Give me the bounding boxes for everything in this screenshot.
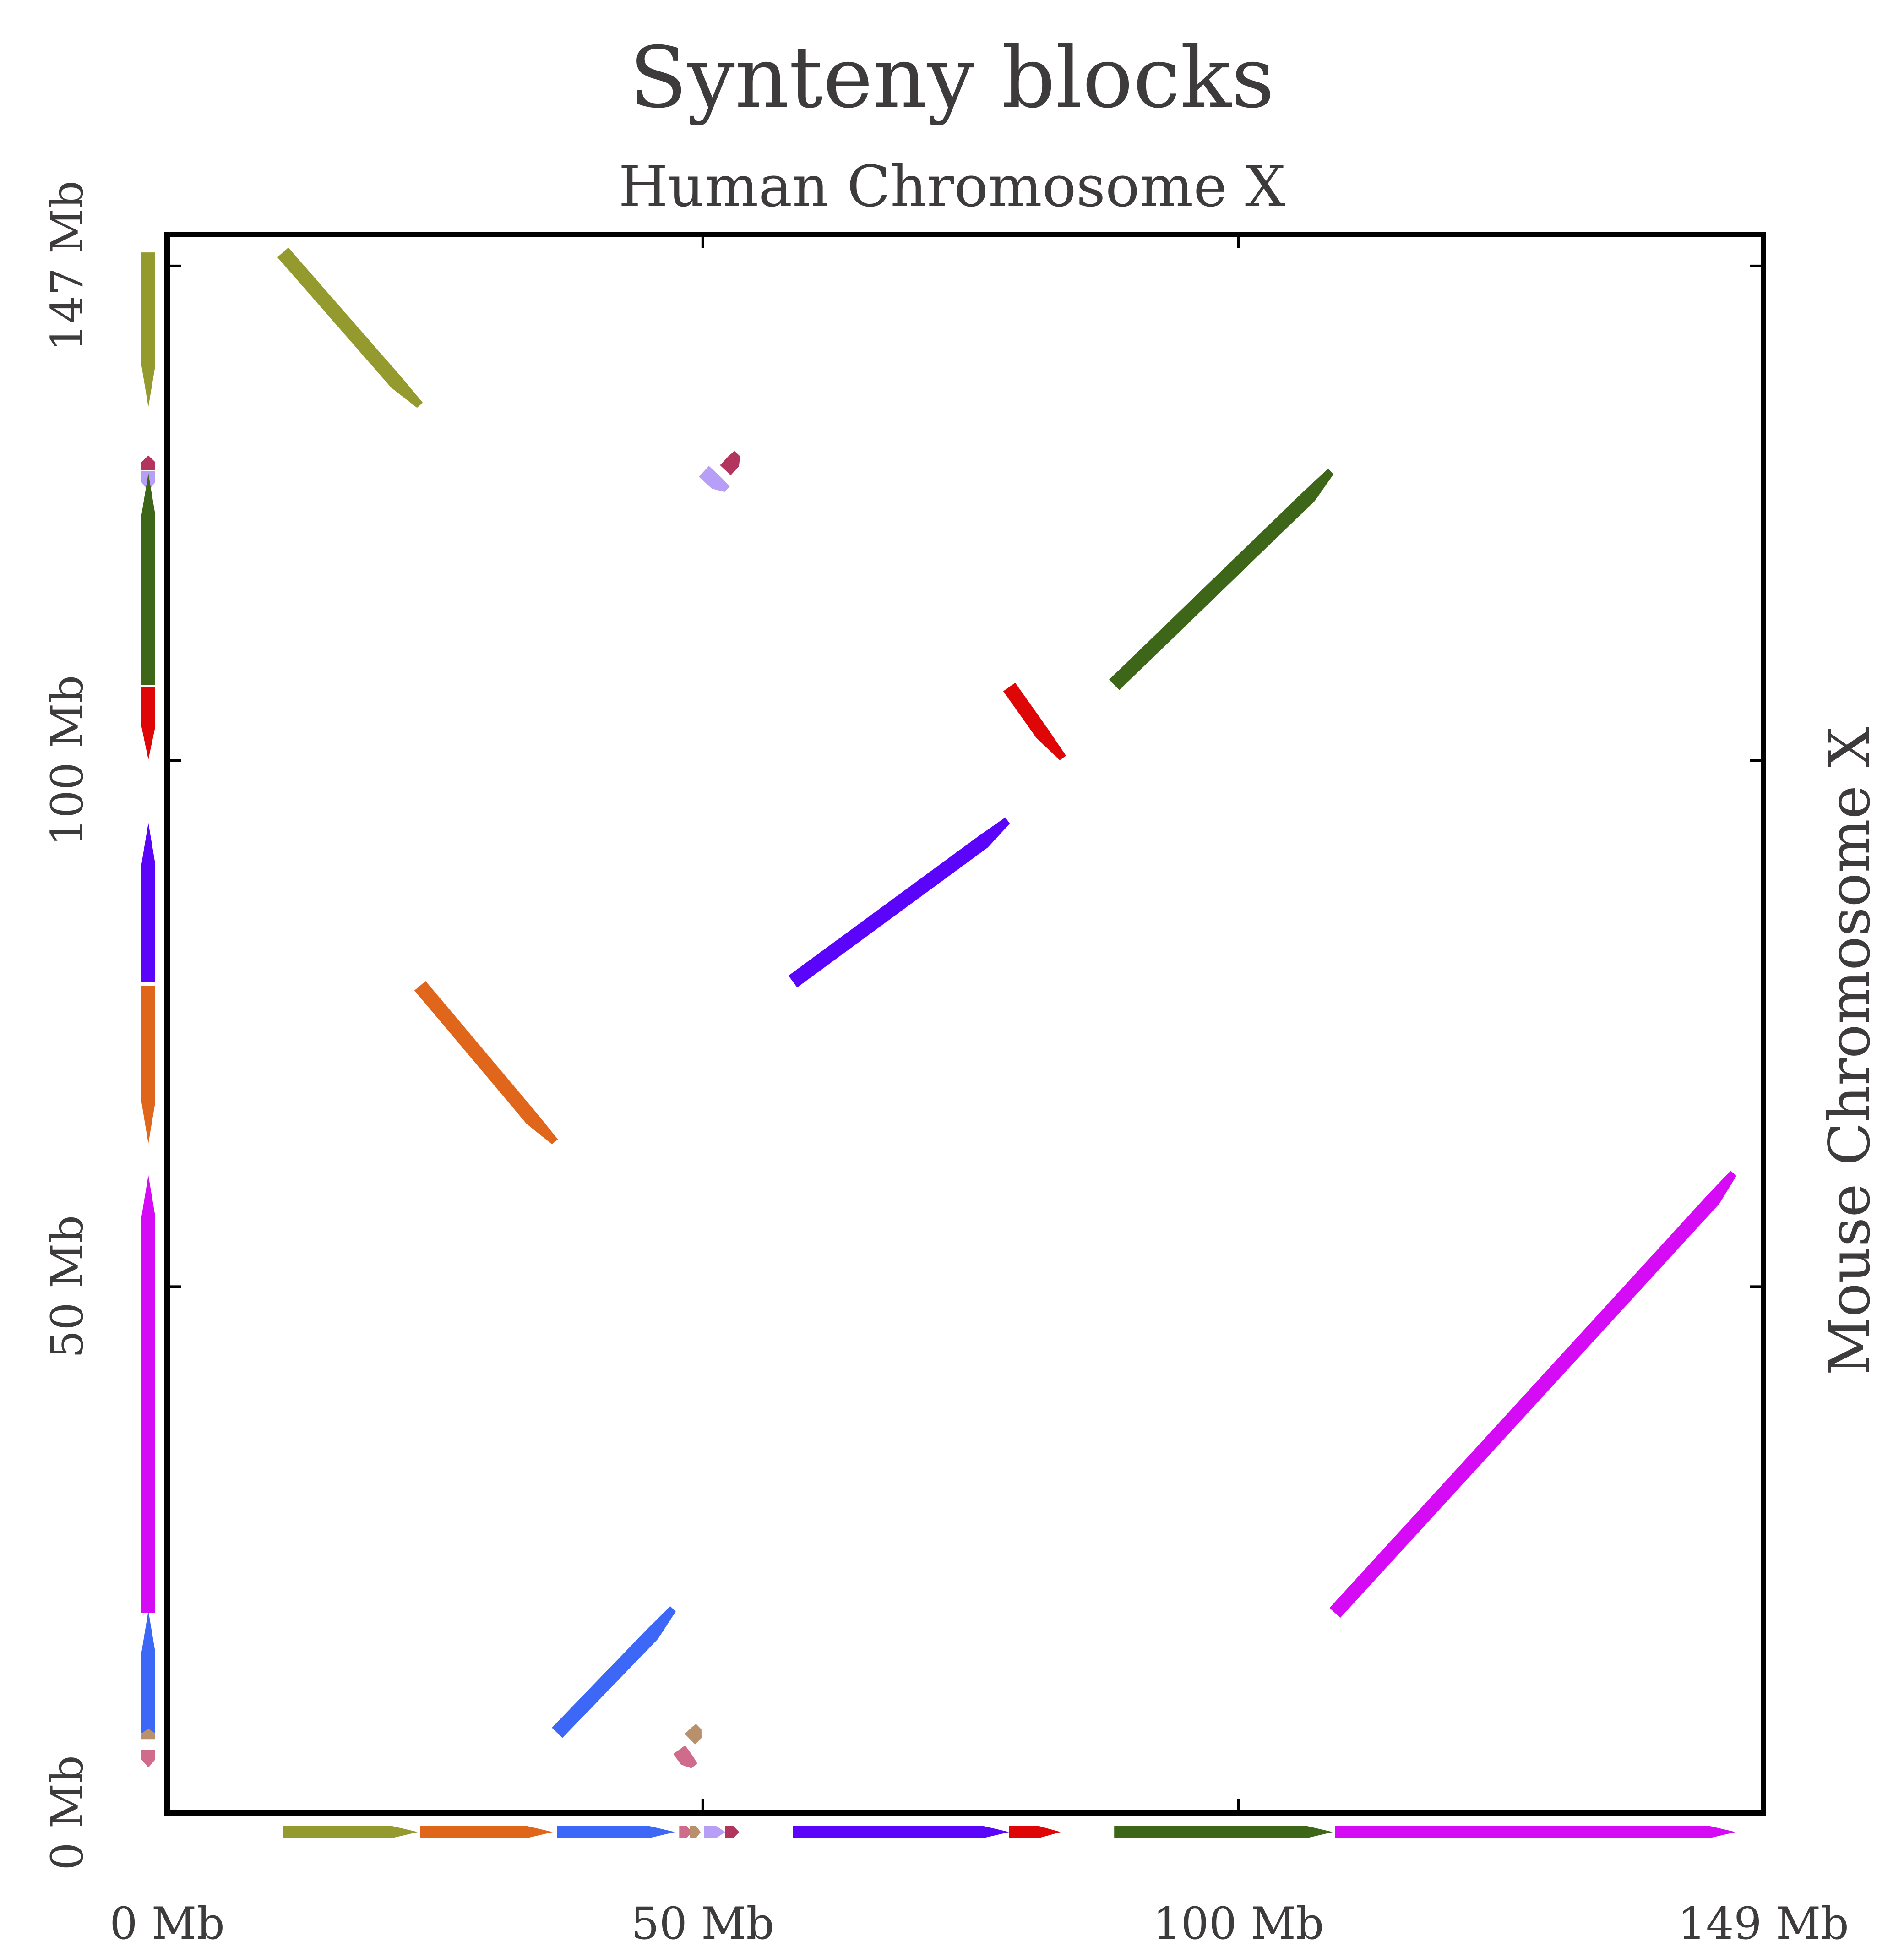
y-track-block-5 — [141, 1729, 155, 1740]
x-track-block-7 — [725, 1826, 740, 1838]
y-track-block-11 — [141, 1175, 155, 1613]
x-track-block-2 — [420, 1826, 553, 1838]
x-axis-label: Human Chromosome X — [619, 154, 1286, 220]
x-tick-label: 149 Mb — [1678, 1898, 1849, 1949]
y-tick-label: 147 Mb — [42, 180, 93, 352]
synteny-block-5 — [685, 1723, 702, 1745]
y-tick-label: 50 Mb — [42, 1215, 93, 1358]
y-track-block-1 — [141, 252, 155, 407]
synteny-block-11 — [1329, 1171, 1736, 1618]
chart-title: Synteny blocks — [630, 29, 1275, 127]
y-track-block-2 — [141, 986, 155, 1144]
synteny-block-4 — [673, 1745, 698, 1768]
x-track-block-8 — [793, 1826, 1009, 1838]
synteny-block-7 — [720, 451, 740, 475]
y-track-block-3 — [141, 1610, 155, 1733]
synteny-block-9 — [1003, 682, 1066, 760]
x-tick-labels: 0 Mb 50 Mb 100 Mb 149 Mb — [109, 1898, 1849, 1949]
x-track-block-6 — [704, 1826, 725, 1838]
x-track-block-1 — [283, 1826, 418, 1838]
synteny-block-8 — [788, 817, 1010, 987]
y-track-block-4 — [141, 1750, 155, 1768]
x-track-block-3 — [557, 1826, 675, 1838]
x-axis-block-track — [283, 1826, 1736, 1838]
axis-ticks — [166, 235, 1765, 1814]
y-track-block-8 — [141, 823, 155, 982]
plot-frame — [164, 232, 1766, 1816]
synteny-blocks — [277, 247, 1736, 1768]
x-track-block-9 — [1009, 1826, 1061, 1838]
y-axis-label: Mouse Chromosome X — [1817, 727, 1883, 1375]
y-axis-block-track — [141, 252, 155, 1768]
synteny-block-3 — [552, 1606, 676, 1738]
x-track-block-11 — [1335, 1826, 1736, 1838]
y-tick-label: 100 Mb — [42, 675, 93, 846]
y-track-block-9 — [141, 687, 155, 760]
x-track-block-10 — [1114, 1826, 1333, 1838]
x-track-block-5 — [690, 1826, 701, 1838]
x-tick-label: 0 Mb — [109, 1898, 224, 1949]
synteny-block-1 — [277, 247, 423, 408]
x-tick-label: 50 Mb — [631, 1898, 774, 1949]
y-track-block-7 — [141, 455, 155, 470]
synteny-block-2 — [414, 981, 558, 1145]
x-track-block-4 — [679, 1826, 692, 1838]
y-tick-label: 0 Mb — [42, 1755, 93, 1870]
x-tick-label: 100 Mb — [1153, 1898, 1324, 1949]
synteny-block-10 — [1109, 469, 1334, 690]
y-tick-labels: 0 Mb 50 Mb 100 Mb 147 Mb — [42, 180, 93, 1871]
synteny-block-6 — [699, 466, 730, 492]
y-track-block-10 — [141, 473, 155, 685]
